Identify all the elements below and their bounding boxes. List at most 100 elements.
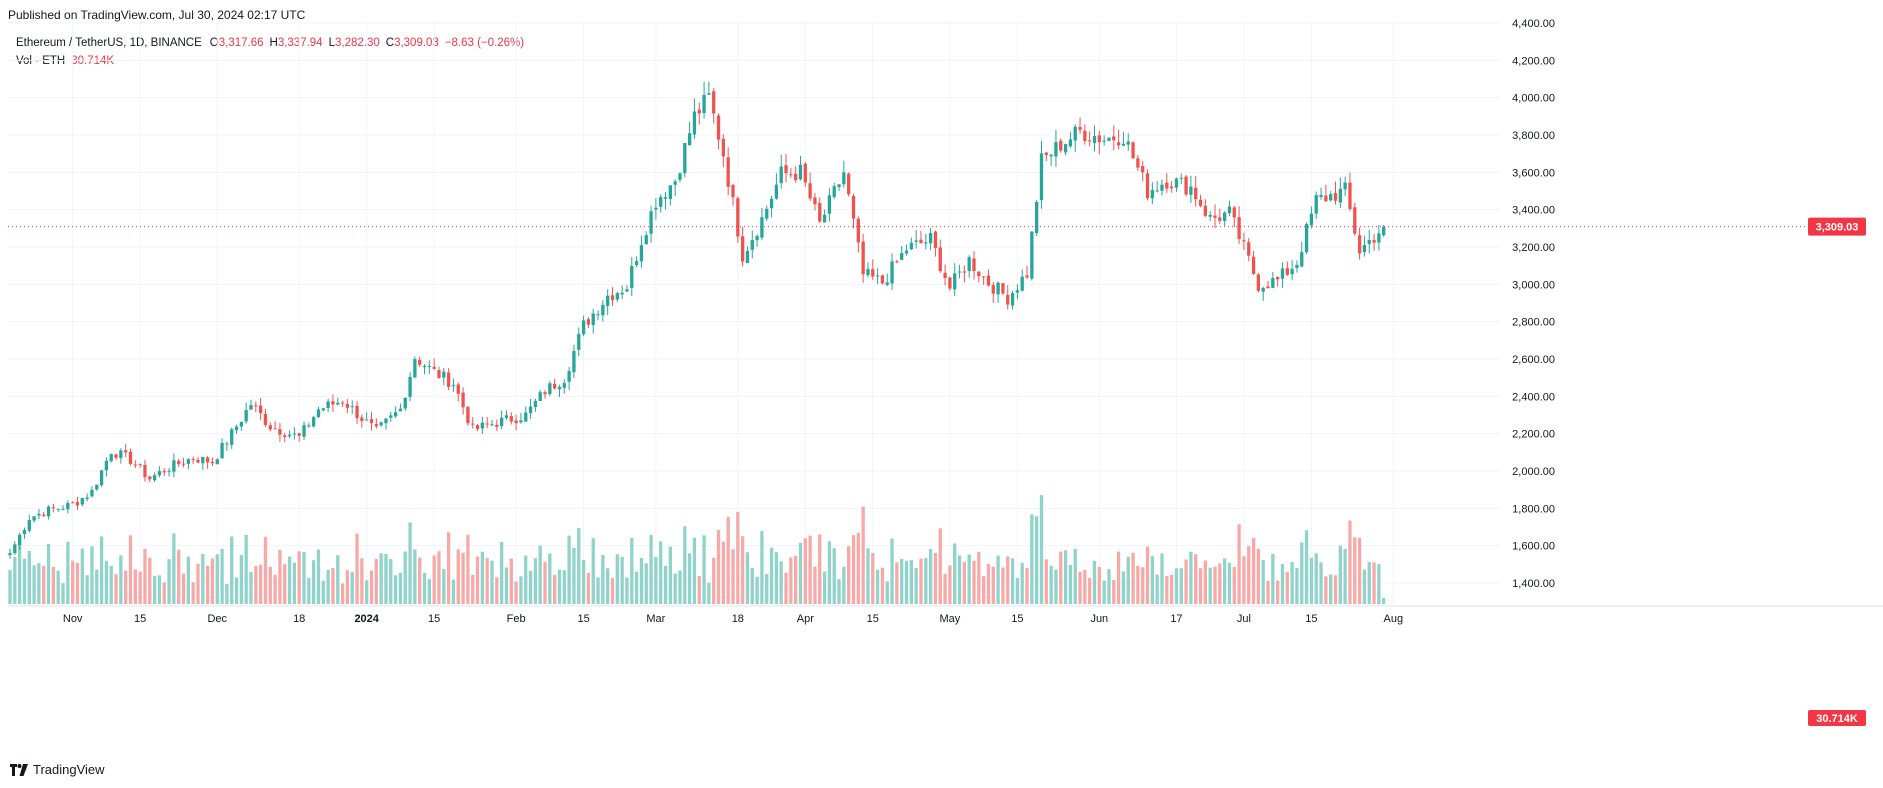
price-tick-label: 1,400.00	[1512, 578, 1555, 590]
candle-body	[1030, 231, 1034, 279]
volume-bar	[967, 554, 971, 604]
volume-bar	[591, 538, 595, 604]
volume-bar	[577, 528, 581, 604]
price-tick-label: 3,600.00	[1512, 167, 1555, 179]
volume-bar	[345, 570, 350, 604]
candle-body	[244, 410, 248, 422]
candle-body	[1155, 190, 1159, 192]
candle-body	[471, 423, 475, 425]
candle-body	[71, 502, 75, 504]
volume-bar	[977, 551, 981, 604]
volume-bar	[46, 544, 51, 604]
candle-body	[957, 271, 962, 273]
candle-body	[138, 464, 142, 466]
volume-bar	[962, 562, 967, 604]
candle-body	[914, 240, 918, 242]
candle-body	[1261, 287, 1265, 292]
volume-bar	[1136, 565, 1140, 604]
price-tick-label: 2,800.00	[1512, 317, 1555, 329]
volume-bar	[721, 541, 726, 604]
candle-body	[1324, 195, 1328, 202]
candle-body	[1184, 176, 1188, 195]
volume-bar	[336, 555, 340, 604]
time-tick-label: Jun	[1090, 613, 1108, 625]
candle-body	[1304, 223, 1309, 253]
candle-body	[254, 405, 258, 407]
volume-bar	[331, 567, 335, 604]
volume-bar	[625, 577, 629, 604]
volume-bar	[432, 555, 436, 604]
candle-body	[162, 471, 166, 473]
volume-bar	[177, 549, 181, 604]
volume-bar	[953, 543, 957, 604]
candle-body	[1073, 126, 1077, 141]
candle-body	[1314, 195, 1318, 214]
volume-bar	[239, 554, 244, 604]
candle-body	[196, 459, 200, 463]
volume-bar	[1063, 550, 1068, 604]
candle-body	[283, 435, 287, 438]
candle-body	[312, 417, 316, 427]
last-price-badge	[1808, 217, 1866, 236]
volume-bar	[302, 551, 306, 604]
volume-bar	[1251, 537, 1256, 604]
candle-body	[668, 185, 672, 199]
volume-bar	[312, 560, 316, 604]
candle-body	[413, 359, 417, 378]
volume-bar	[42, 565, 46, 604]
candle-body	[461, 392, 465, 408]
volume-bar	[1232, 566, 1236, 604]
candle-body	[943, 272, 947, 279]
volume-bar	[138, 571, 142, 604]
price-tick-label: 4,200.00	[1512, 55, 1555, 67]
volume-bar	[948, 565, 952, 604]
price-tick-label: 2,400.00	[1512, 391, 1555, 403]
volume-bar	[1377, 564, 1381, 604]
volume-bar	[904, 561, 909, 604]
candle-body	[625, 289, 629, 292]
volume-bar	[856, 532, 860, 604]
volume-label[interactable]: Vol · ETH	[16, 55, 66, 67]
candle-body	[842, 172, 846, 185]
candle-body	[553, 383, 557, 389]
candle-body	[1353, 207, 1357, 234]
volume-bar	[1035, 516, 1039, 604]
candle-body	[1160, 184, 1164, 191]
volume-bar	[104, 561, 109, 604]
volume-bar	[644, 563, 648, 604]
candle-body	[928, 233, 933, 244]
volume-bar	[1088, 578, 1092, 604]
candle-body	[697, 109, 701, 114]
volume-bar	[384, 553, 388, 604]
candle-body	[393, 412, 398, 417]
candle-body	[1015, 290, 1020, 293]
volume-bar	[422, 572, 427, 604]
volume-bar	[707, 582, 711, 604]
symbol-title[interactable]: Ethereum / TetherUS, 1D, BINANCE	[16, 37, 202, 49]
volume-bar	[634, 571, 639, 604]
candle-body	[46, 506, 51, 517]
volume-bar	[148, 557, 152, 604]
volume-bar	[1126, 556, 1130, 604]
candle-body	[948, 277, 952, 289]
volume-bar	[273, 574, 277, 604]
volume-bar	[1276, 580, 1280, 604]
volume-bar	[687, 553, 692, 604]
volume-bar	[114, 574, 118, 604]
volume-bar	[789, 557, 793, 604]
volume-bar	[1218, 563, 1222, 604]
candle-body	[287, 434, 292, 437]
candle-body	[1020, 276, 1024, 291]
candle-body	[1285, 268, 1289, 275]
volume-bar	[456, 549, 460, 604]
volume-bar	[1266, 581, 1270, 604]
volume-bar	[1049, 565, 1053, 604]
volume-bar	[27, 550, 31, 604]
candle-body	[340, 402, 345, 404]
candle-body	[350, 406, 354, 408]
close-value: 3,309.03	[394, 37, 439, 49]
volume-bar	[1222, 558, 1227, 604]
volume-bar	[408, 522, 412, 604]
candle-body	[1372, 239, 1376, 243]
